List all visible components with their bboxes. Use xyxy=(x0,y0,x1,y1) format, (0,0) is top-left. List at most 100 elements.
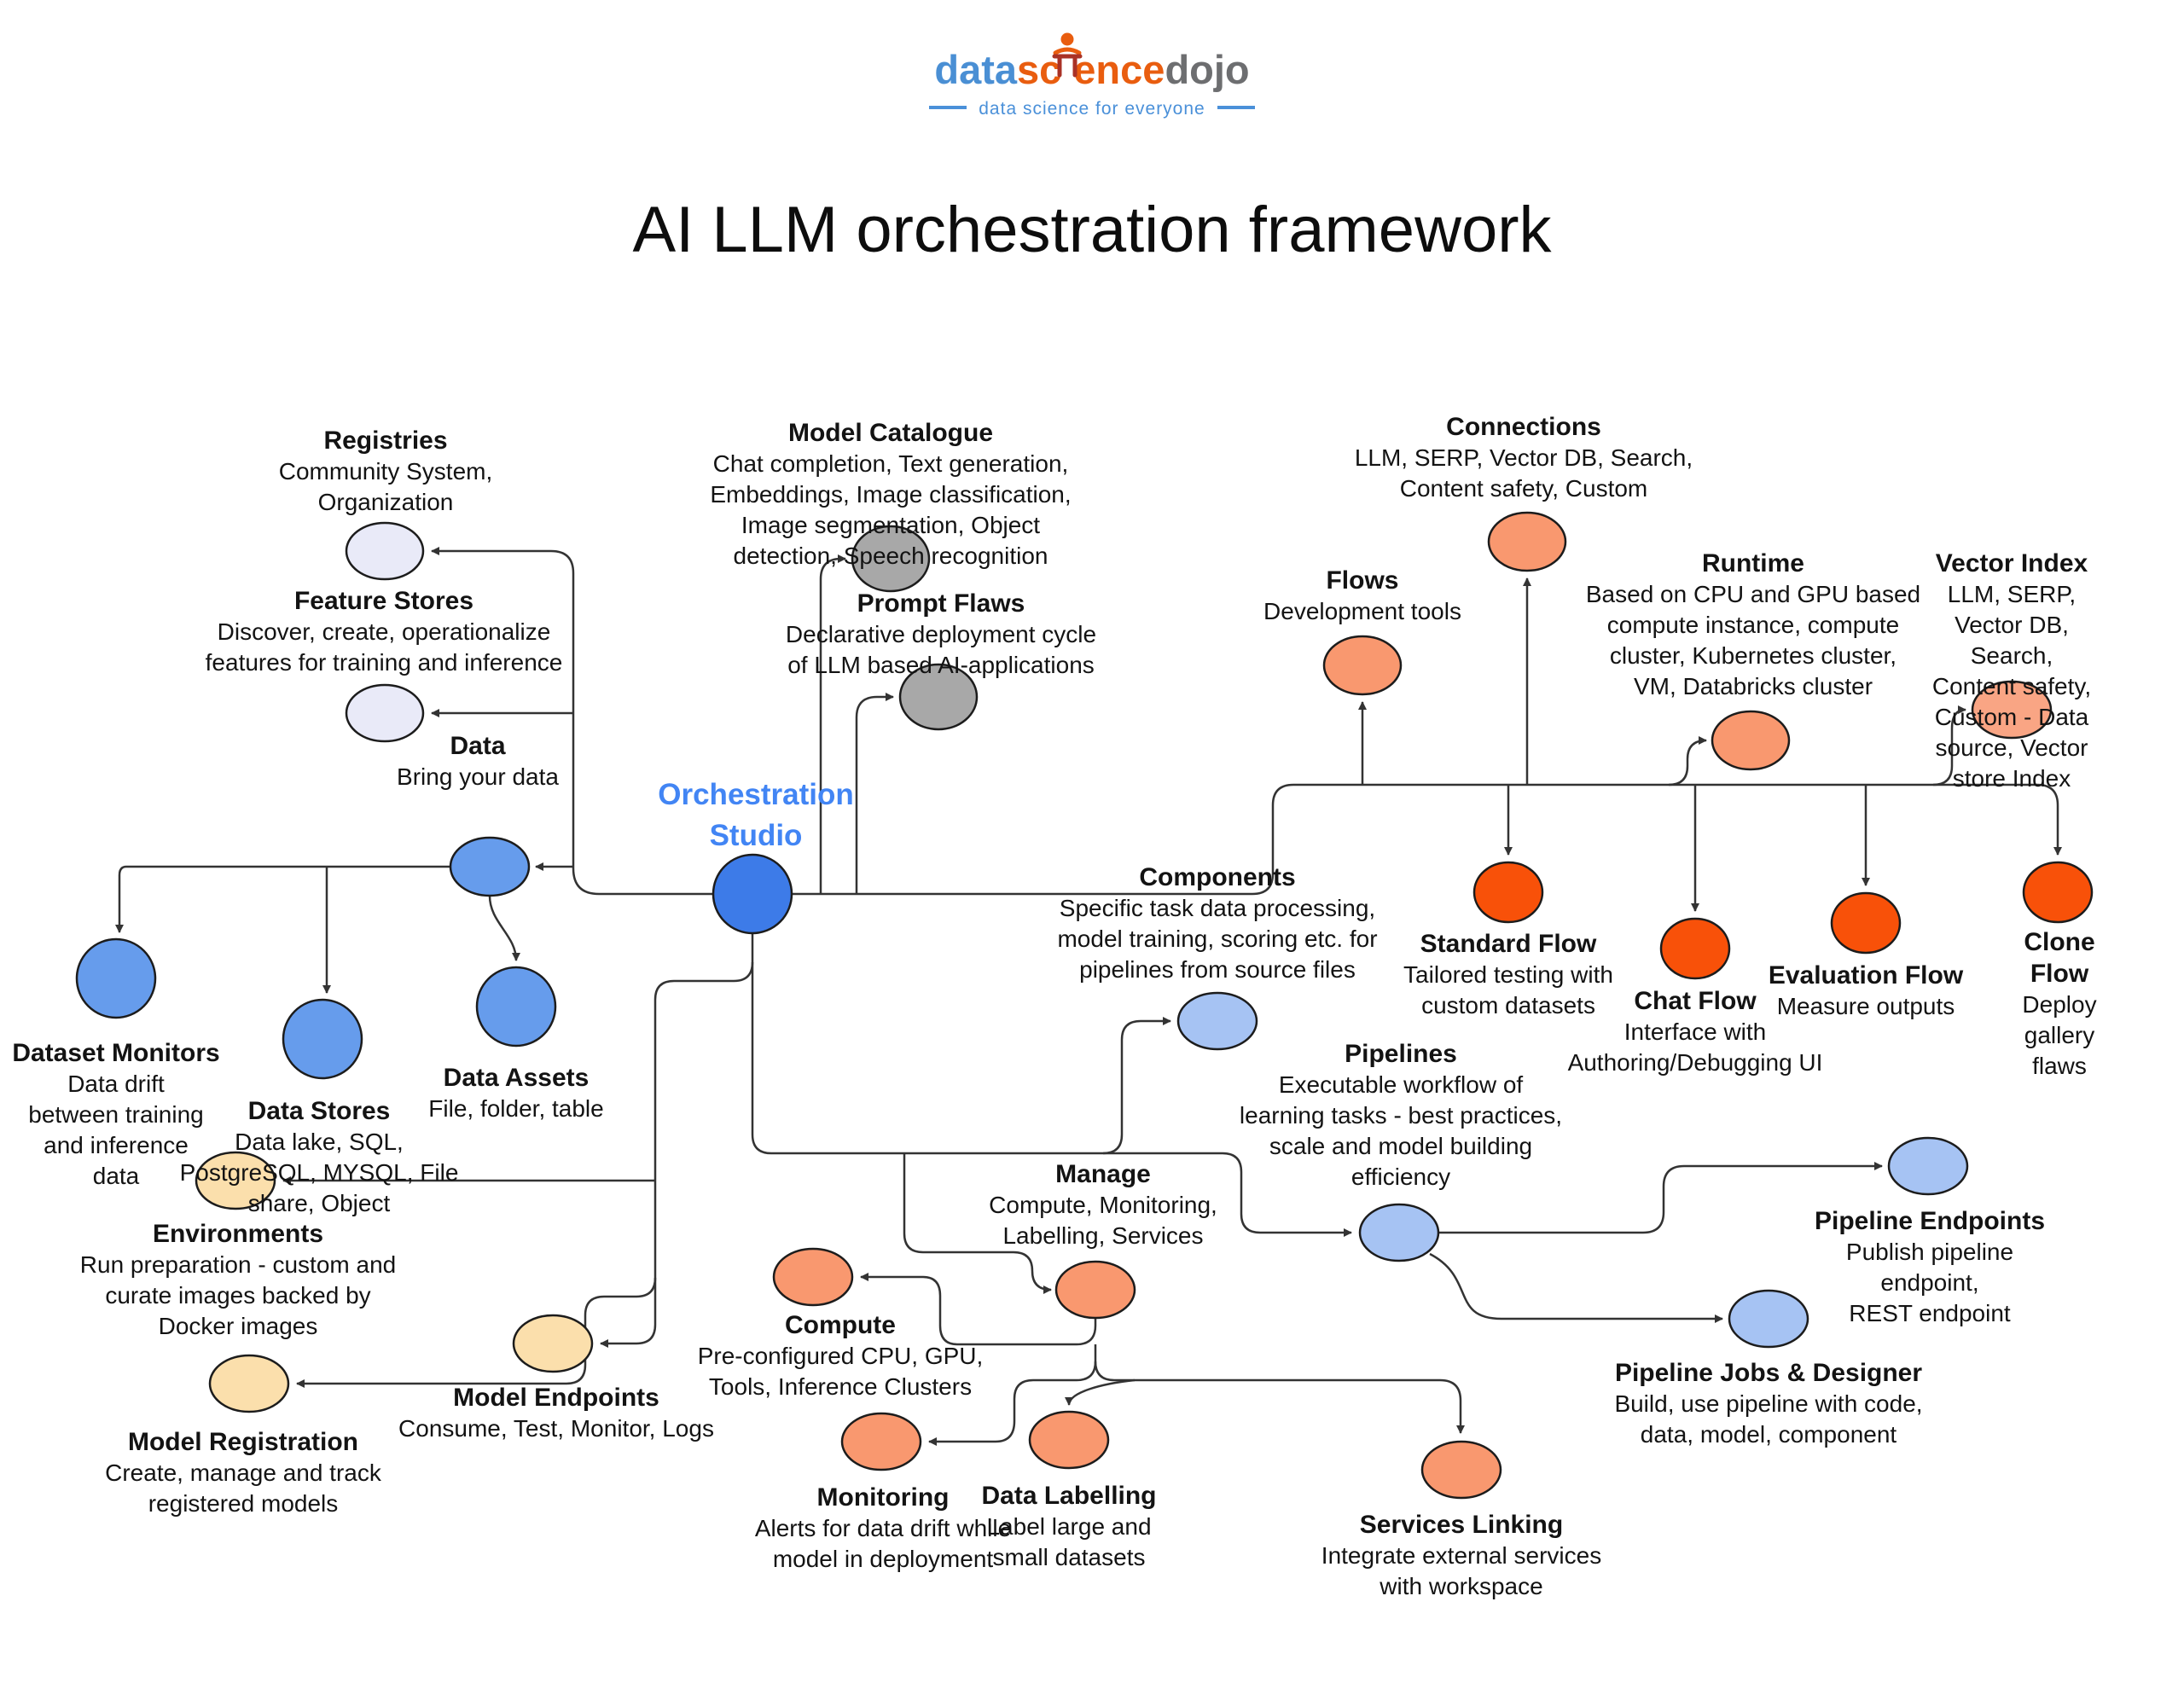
tagline-dash-left xyxy=(929,106,967,110)
label-description-vector_index: LLM, SERP, Vector DB, Search, Content sa… xyxy=(1931,581,2092,792)
node-model_endpoints xyxy=(512,1314,594,1373)
node-pipeline_endpoints xyxy=(1887,1136,1969,1196)
node-monitoring xyxy=(840,1412,922,1471)
node-evaluation_flow xyxy=(1830,891,1902,955)
label-description-model_registration: Create, manage and track registered mode… xyxy=(105,1460,381,1517)
label-description-data_labelling: Label large and small datasets xyxy=(986,1513,1152,1570)
label-orchestration: Orchestration Studio xyxy=(658,775,854,856)
label-prompt_flaws: Prompt Flaws Declarative deployment cycle… xyxy=(786,588,1096,681)
label-title-flows: Flows xyxy=(1326,566,1399,595)
label-title-prompt_flaws: Prompt Flaws xyxy=(857,589,1025,618)
node-compute xyxy=(772,1247,854,1307)
edge-manage-to-monitoring xyxy=(928,1344,1097,1446)
label-description-components: Specific task data processing, model tra… xyxy=(1057,895,1378,983)
label-chat_flow: Chat Flow Interface with Authoring/Debugg… xyxy=(1568,985,1823,1078)
node-clone_flow xyxy=(2022,861,2094,924)
label-evaluation_flow: Evaluation Flow Measure outputs xyxy=(1769,960,1963,1022)
label-title-model_endpoints: Model Endpoints xyxy=(453,1384,659,1412)
label-description-model_endpoints: Consume, Test, Monitor, Logs xyxy=(398,1415,714,1442)
label-description-monitoring: Alerts for data drift while model in dep… xyxy=(754,1515,1012,1572)
label-description-pipeline_endpoints: Publish pipeline endpoint, REST endpoint xyxy=(1845,1239,2014,1326)
edge-orchestration-to-model_registration xyxy=(296,1277,657,1388)
label-title-model_registration: Model Registration xyxy=(127,1428,358,1456)
edge-orchestration-to-runtime xyxy=(1668,736,1707,786)
node-runtime xyxy=(1711,710,1791,771)
label-description-chat_flow: Interface with Authoring/Debugging UI xyxy=(1567,1019,1823,1076)
label-clone_flow: Clone Flow Deploy gallery flaws xyxy=(1997,926,2122,1082)
node-connections xyxy=(1487,511,1567,572)
edge-manage-to-services_linking xyxy=(1094,1361,1465,1434)
label-description-compute: Pre-configured CPU, GPU, Tools, Inferenc… xyxy=(697,1343,984,1400)
label-description-runtime: Based on CPU and GPU based compute insta… xyxy=(1585,581,1921,699)
label-title-feature_stores: Feature Stores xyxy=(293,587,474,615)
label-title-monitoring: Monitoring xyxy=(816,1483,950,1512)
node-data_labelling xyxy=(1028,1410,1110,1470)
label-data_stores: Data Stores Data lake, SQL, PostgreSQL, M… xyxy=(180,1095,459,1219)
label-title-manage: Manage xyxy=(1055,1160,1151,1188)
node-components xyxy=(1176,991,1258,1051)
label-description-prompt_flaws: Declarative deployment cycle of LLM base… xyxy=(785,621,1097,678)
label-feature_stores: Feature Stores Discover, create, operatio… xyxy=(206,585,563,678)
node-model_catalogue xyxy=(851,525,931,593)
edge-orchestration-to-prompt_flaws xyxy=(855,693,894,894)
node-vector_index xyxy=(1971,680,2053,740)
label-description-standard_flow: Tailored testing with custom datasets xyxy=(1403,961,1613,1019)
label-title-compute: Compute xyxy=(784,1311,896,1339)
edge-pipelines-to-pipeline_jobs xyxy=(1429,1252,1723,1323)
label-title-orchestration: Orchestration Studio xyxy=(658,778,854,852)
label-description-data_stores: Data lake, SQL, PostgreSQL, MYSQL, File … xyxy=(179,1129,459,1216)
edge-orchestration-to-model_catalogue xyxy=(819,554,846,894)
node-services_linking xyxy=(1420,1440,1502,1500)
label-title-dataset_monitors: Dataset Monitors xyxy=(12,1039,220,1067)
node-model_registration xyxy=(208,1354,290,1413)
label-pipeline_jobs: Pipeline Jobs & Designer Build, use pipel… xyxy=(1614,1357,1922,1450)
logo-word-data: data xyxy=(934,47,1018,92)
label-compute: Compute Pre-configured CPU, GPU, Tools, I… xyxy=(698,1309,984,1402)
label-title-vector_index: Vector Index xyxy=(1935,549,2088,577)
node-prompt_flaws xyxy=(898,663,979,731)
logo-word-ence: ence xyxy=(1073,47,1165,92)
node-flows xyxy=(1322,635,1403,696)
label-model_catalogue: Model Catalogue Chat completion, Text gen… xyxy=(710,417,1071,572)
node-data_stores xyxy=(282,998,363,1080)
edge-orchestration-to-registries xyxy=(431,547,713,896)
edge-pipelines-to-pipeline_endpoints xyxy=(1438,1162,1883,1234)
label-title-data_assets: Data Assets xyxy=(443,1064,590,1092)
label-registries: Registries Community System, Organization xyxy=(279,425,493,518)
node-standard_flow xyxy=(1472,861,1544,924)
logo-tagline: data science for everyone xyxy=(0,100,2184,118)
label-manage: Manage Compute, Monitoring, Labelling, Se… xyxy=(989,1158,1217,1251)
label-description-feature_stores: Discover, create, operationalize feature… xyxy=(205,618,563,676)
node-chat_flow xyxy=(1659,917,1731,980)
label-title-environments: Environments xyxy=(152,1220,324,1248)
label-environments: Environments Run preparation - custom and… xyxy=(80,1218,396,1342)
label-description-clone_flow: Deploy gallery flaws xyxy=(2022,991,2097,1079)
label-description-data: Bring your data xyxy=(397,763,559,790)
label-description-pipelines: Executable workflow of learning tasks - … xyxy=(1239,1071,1563,1190)
label-description-dataset_monitors: Data drift between training and inferenc… xyxy=(28,1071,204,1189)
node-environments xyxy=(195,1151,276,1210)
label-description-model_catalogue: Chat completion, Text generation, Embedd… xyxy=(710,450,1072,569)
tagline-dash-right xyxy=(1217,106,1255,110)
node-pipelines xyxy=(1358,1203,1440,1262)
label-title-model_catalogue: Model Catalogue xyxy=(787,419,994,447)
label-pipeline_endpoints: Pipeline Endpoints Publish pipeline endpo… xyxy=(1803,1205,2057,1329)
logo: datasc encedojo data science for everyon… xyxy=(0,32,2184,118)
label-description-manage: Compute, Monitoring, Labelling, Services xyxy=(989,1192,1217,1249)
label-description-services_linking: Integrate external services with workspa… xyxy=(1321,1542,1602,1599)
label-description-data_assets: File, folder, table xyxy=(428,1095,604,1122)
edge-data-to-data_assets xyxy=(488,895,520,961)
edge-orchestration-to-clone_flow xyxy=(792,783,2062,896)
node-feature_stores xyxy=(345,683,425,743)
node-pipeline_jobs xyxy=(1728,1289,1809,1349)
label-description-flows: Development tools xyxy=(1263,598,1461,624)
edge-manage-to-data_labelling xyxy=(1065,1378,1136,1406)
label-title-data_labelling: Data Labelling xyxy=(981,1482,1157,1510)
label-components: Components Specific task data processing,… xyxy=(1057,862,1377,985)
label-description-pipeline_jobs: Build, use pipeline with code, data, mod… xyxy=(1614,1390,1923,1448)
label-title-services_linking: Services Linking xyxy=(1359,1511,1564,1539)
label-description-registries: Community System, Organization xyxy=(278,458,493,515)
label-data_assets: Data Assets File, folder, table xyxy=(428,1062,603,1124)
